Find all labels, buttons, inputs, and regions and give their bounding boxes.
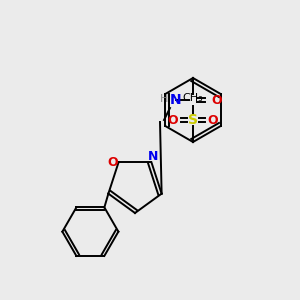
Text: O: O — [168, 113, 178, 127]
Text: N: N — [170, 93, 182, 107]
Text: H: H — [160, 94, 168, 104]
Text: O: O — [212, 94, 222, 106]
Text: O: O — [107, 156, 118, 169]
Text: O: O — [208, 113, 218, 127]
Text: S: S — [188, 113, 198, 127]
Text: CH₃: CH₃ — [183, 93, 203, 103]
Text: N: N — [148, 150, 159, 163]
